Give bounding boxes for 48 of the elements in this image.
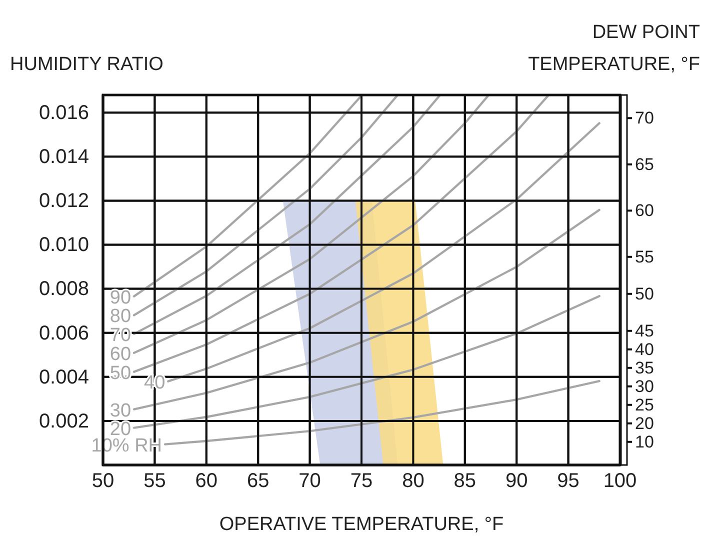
series-label: 80 <box>110 306 132 328</box>
x-tick-label: 85 <box>454 470 476 492</box>
line-series <box>132 294 600 429</box>
y2-axis-title: DEW POINT TEMPERATURE, °F <box>528 22 700 75</box>
y-axis-title: HUMIDITY RATIO <box>10 54 164 75</box>
category-label: 60 <box>635 201 654 220</box>
y-tick-label: 0.008 <box>38 278 89 300</box>
y-tick-label: 0.012 <box>38 190 89 212</box>
category-label: 55 <box>635 247 654 266</box>
text: 20 <box>635 414 654 433</box>
line-series <box>132 94 442 336</box>
y-tick-label: 0.002 <box>38 410 89 432</box>
x-tick-label: 70 <box>298 470 321 492</box>
line-series <box>167 122 600 382</box>
series-label: 20 <box>110 418 132 440</box>
x-tick-label: 50 <box>92 470 114 492</box>
x-tick-label: 60 <box>195 470 218 492</box>
x-tick-label: 65 <box>246 470 270 492</box>
x-tick-label: 100 <box>603 470 637 492</box>
line-series <box>164 380 600 446</box>
line-series <box>132 208 600 410</box>
line-series <box>132 94 490 354</box>
x-tick-label: 80 <box>402 470 424 492</box>
y-tick-label: 0.010 <box>38 234 89 256</box>
series-label: 30 <box>110 400 132 422</box>
text: 30 <box>635 376 654 396</box>
line-series <box>132 94 364 298</box>
category-label: 10 <box>635 432 654 452</box>
x-tick-label: 55 <box>144 470 166 492</box>
x-tick-label: 75 <box>350 470 373 492</box>
x-axis-title: OPERATIVE TEMPERATURE, °F <box>219 514 504 535</box>
y-tick-label: 0.014 <box>38 146 89 168</box>
line-series <box>132 94 399 316</box>
text: 40 <box>635 340 654 359</box>
category-label: 70 <box>635 108 654 128</box>
category-label: 50 <box>635 284 654 304</box>
category-label: 65 <box>635 154 654 174</box>
x-tick-label: 95 <box>557 470 580 492</box>
category-label: 35 <box>635 358 654 378</box>
category-label: 45 <box>635 321 654 340</box>
x-tick-label: 90 <box>505 470 528 492</box>
line-series <box>132 94 550 373</box>
category-label: 25 <box>635 395 654 414</box>
series-label: 60 <box>110 344 132 365</box>
y-tick-label: 0.004 <box>38 366 89 388</box>
series-label: 90 <box>110 287 132 308</box>
y-tick-label: 0.016 <box>38 102 89 124</box>
y-tick-label: 0.006 <box>38 322 89 344</box>
